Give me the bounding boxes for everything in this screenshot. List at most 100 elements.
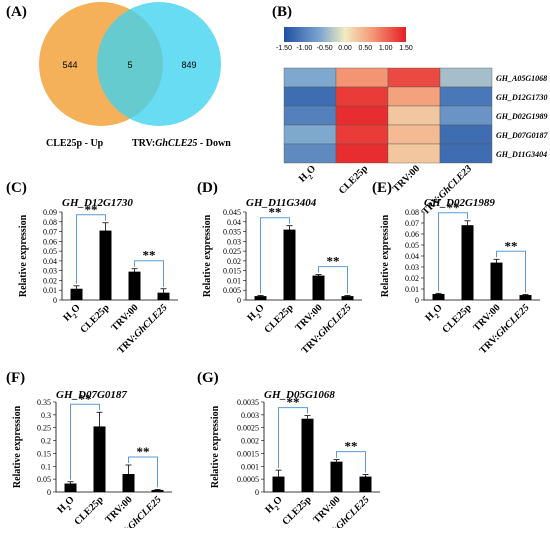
y-axis-label: Relative expression: [202, 214, 213, 297]
heatmap-cells: [283, 67, 493, 164]
bar: [283, 229, 296, 300]
colorbar-ticks: -1.50 -1.00 -0.50 0.00 0.50 1.00 1.50: [276, 45, 413, 52]
y-tick-label: 0.04: [405, 252, 419, 261]
bar: [490, 262, 503, 300]
panel-label: (C): [6, 180, 27, 196]
y-tick-label: 0.001: [241, 462, 259, 471]
bar: [128, 271, 141, 300]
bar: [70, 288, 83, 300]
heatmap-cell: [439, 105, 493, 126]
significance-bracket: [70, 403, 100, 480]
y-tick-label: 0: [255, 488, 259, 497]
heatmap-cell: [439, 124, 493, 145]
heatmap-cell: [283, 105, 337, 126]
bar-panel-e: (E) GH_D02G1989 Relative expression 0 0.01 0.…: [372, 180, 540, 356]
significance-bracket: [134, 260, 164, 287]
panel-b: (B) -1.50 -1.00 -0.50 0.00 0.50 1.00 1.50 GH_A…: [272, 4, 549, 217]
y-tick-label: 0.015: [223, 267, 241, 276]
x-tick-label: CLE25p: [72, 494, 106, 528]
significance-label: **: [143, 248, 156, 263]
y-tick-label: 0.04: [43, 257, 57, 266]
bar: [93, 426, 106, 492]
x-tick-label: CLE25p: [440, 302, 474, 336]
y-tick-label: 0.35: [37, 398, 51, 407]
y-tick-label: 0.01: [43, 286, 57, 295]
colorbar-tick-label: -0.50: [317, 45, 333, 52]
bar: [461, 225, 474, 300]
significance-bracket: [278, 407, 308, 469]
bar-panel-g: (G) GH_D05G1068 Relative expression 0 0.0005…: [197, 370, 380, 533]
y-tick-label: 0.0015: [237, 449, 259, 458]
y-tick-label: 0.02: [43, 276, 57, 285]
bar-panel-f: (F) GH_D07G0187 Relative expression 0 0.05 0.…: [6, 370, 172, 533]
significance-label: **: [269, 205, 282, 220]
venn-circle-down: [97, 2, 221, 126]
x-tick-label: CLE25p: [262, 302, 296, 336]
y-tick-label: 0.25: [37, 424, 51, 433]
y-tick-label: 0.002: [241, 437, 259, 446]
significance-label: **: [85, 202, 98, 217]
heatmap-cell: [439, 143, 493, 164]
colorbar-tick-label: 0.50: [359, 45, 373, 52]
heatmap-cell: [387, 143, 441, 164]
significance-label: **: [345, 439, 358, 454]
y-axis-label: Relative expression: [210, 405, 221, 488]
x-tick-label: H2O: [423, 302, 447, 326]
bar: [341, 296, 354, 300]
y-tick-label: 0.05: [37, 475, 51, 484]
bar: [330, 461, 343, 492]
bar: [151, 489, 164, 492]
chart-title: GH_D12G1730: [62, 197, 133, 209]
y-axis-label: Relative expression: [12, 405, 23, 488]
heatmap-cell: [283, 143, 337, 164]
significance-label: **: [79, 391, 92, 406]
y-tick-label: 0.06: [43, 237, 57, 246]
heatmap-column-label: CLE25p: [337, 163, 371, 197]
y-tick-label: 0.08: [405, 208, 419, 217]
heatmap-column-label: TRV:00: [391, 163, 422, 194]
heatmap-cell: [387, 124, 441, 145]
x-tick-label: CLE25p: [78, 302, 112, 336]
y-tick-label: 0.05: [405, 241, 419, 250]
y-axis-label: Relative expression: [18, 214, 29, 297]
significance-label: **: [505, 238, 518, 253]
bar: [64, 483, 77, 492]
heatmap-row-labels: GH_A05G1068 GH_D12G1730 GH_D02G1989 GH_D07G…: [496, 74, 549, 159]
significance-bracket: [496, 250, 526, 293]
heatmap-cell: [283, 67, 337, 88]
y-tick-label: 0.0035: [237, 398, 259, 407]
significance-label: **: [287, 395, 300, 410]
heatmap-cell: [439, 67, 493, 88]
bar: [432, 293, 445, 300]
venn-label-up: CLE25p - Up: [46, 138, 104, 149]
y-axis-label: Relative expression: [380, 214, 391, 297]
venn-label-down: TRV:GhCLE25 - Down: [132, 138, 231, 149]
significance-bracket: [318, 266, 348, 294]
significance-bracket: [128, 456, 158, 488]
significance-bracket: [260, 217, 290, 294]
heatmap-cell: [439, 86, 493, 107]
bar: [254, 296, 267, 300]
panel-label: (F): [6, 370, 25, 386]
venn-count-down: 849: [181, 60, 196, 70]
panel-label-a: (A): [6, 4, 27, 20]
significance-bracket: [438, 212, 468, 292]
bar: [312, 275, 325, 300]
y-tick-label: 0: [415, 296, 419, 305]
venn-count-up: 544: [62, 60, 77, 70]
y-tick-label: 0.07: [405, 219, 419, 228]
colorbar: [284, 27, 406, 42]
y-tick-label: 0.04: [227, 218, 241, 227]
y-tick-label: 0.02: [405, 274, 419, 283]
heatmap-row-label: GH_D02G1989: [496, 112, 548, 121]
y-tick-label: 0.003: [241, 411, 259, 420]
y-tick-label: 0.15: [37, 449, 51, 458]
significance-label: **: [327, 254, 340, 269]
heatmap-row-label: GH_D07G0187: [496, 131, 549, 140]
y-tick-label: 0.005: [223, 286, 241, 295]
panel-label: (E): [372, 180, 392, 196]
y-tick-label: 0.0025: [237, 424, 259, 433]
